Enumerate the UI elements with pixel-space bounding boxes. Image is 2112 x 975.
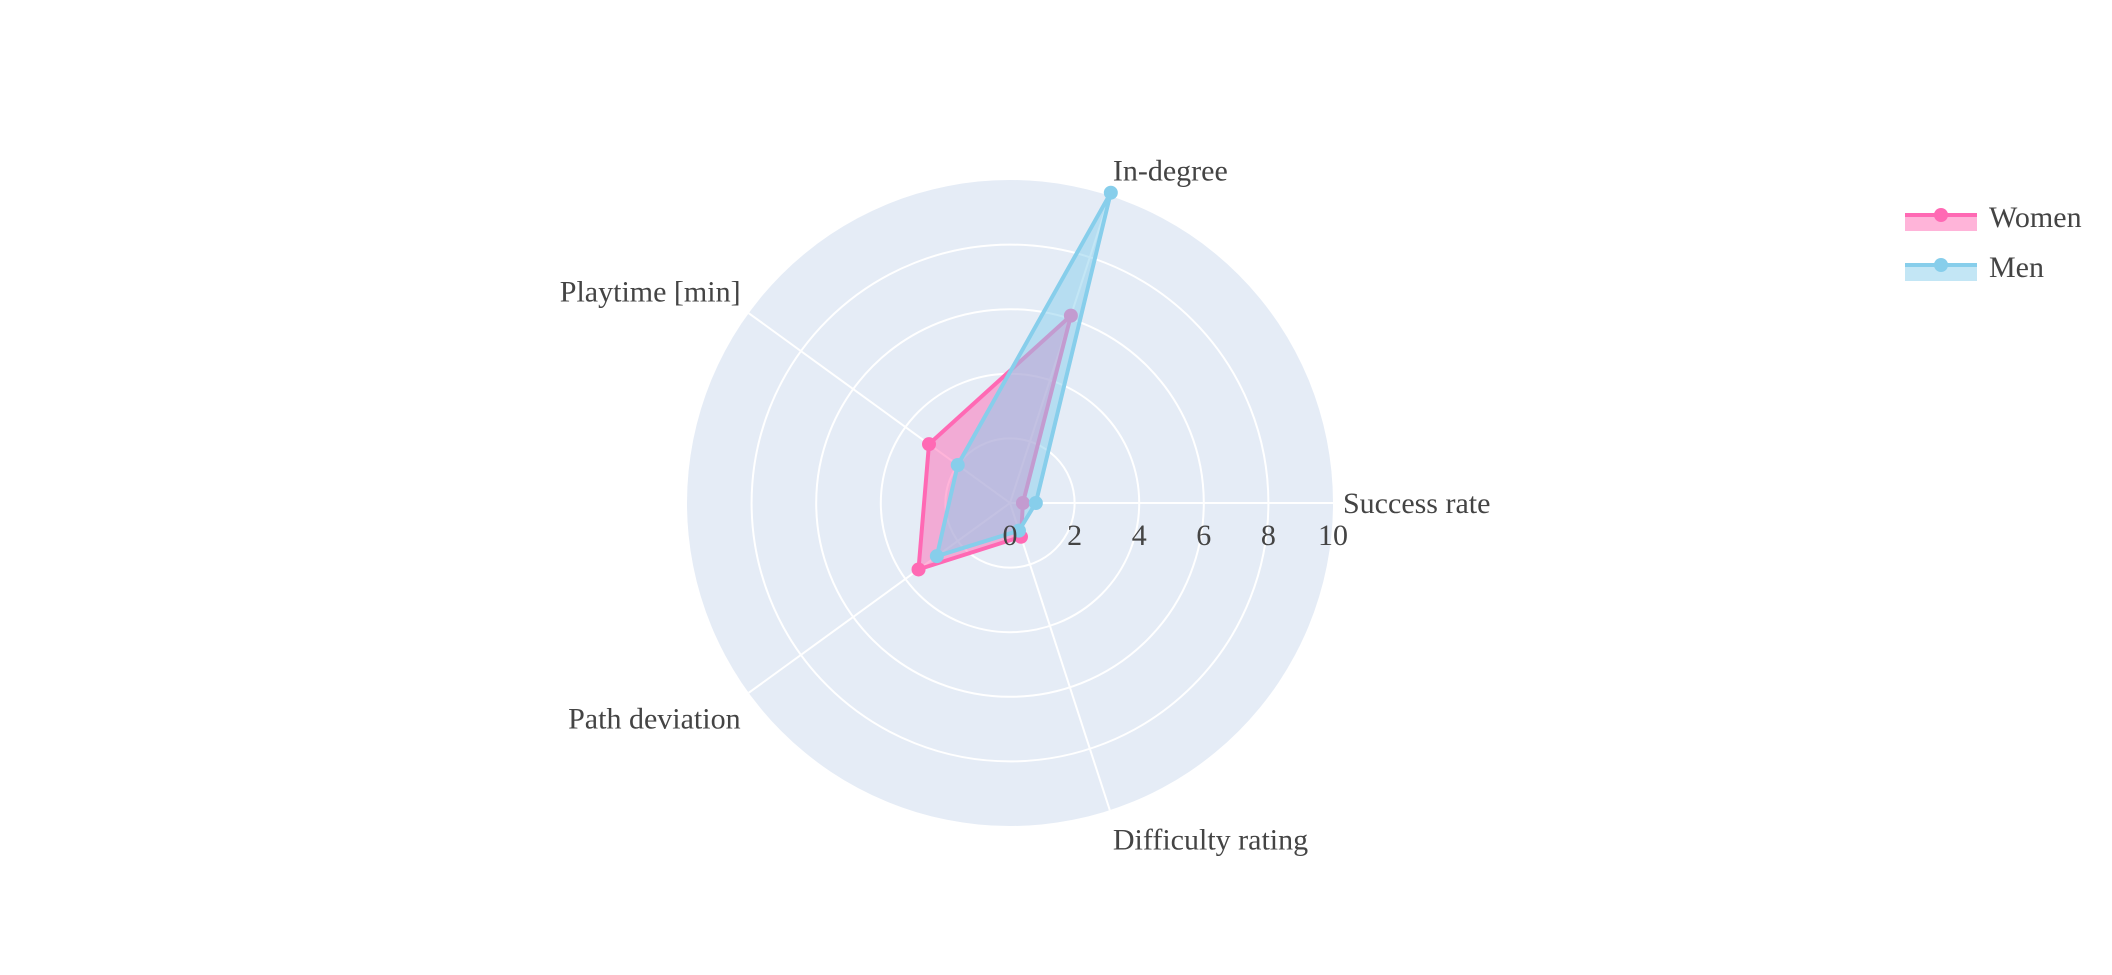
axis-spoke-difficulty-rating bbox=[1009, 502, 1111, 811]
legend-label-men: Men bbox=[1989, 251, 2044, 284]
legend-item-men[interactable]: Men bbox=[1905, 251, 2044, 284]
legend-swatch-fill-women bbox=[1905, 215, 1977, 231]
radial-tick-label: 6 bbox=[1196, 519, 1211, 552]
axis-label-success-rate: Success rate bbox=[1343, 487, 1490, 520]
legend-label-women: Women bbox=[1989, 201, 2082, 234]
radial-tick-label: 8 bbox=[1261, 519, 1276, 552]
data-point-men-playtime-min bbox=[950, 458, 965, 473]
legend-swatch-fill-men bbox=[1905, 265, 1977, 281]
series-men bbox=[929, 185, 1118, 564]
axis-label-path-deviation: Path deviation bbox=[568, 703, 740, 736]
radial-tick-label: 4 bbox=[1132, 519, 1147, 552]
radial-tick-label: 0 bbox=[1003, 519, 1018, 552]
legend-item-women[interactable]: Women bbox=[1905, 201, 2082, 234]
legend-swatch-marker-women bbox=[1934, 208, 1948, 222]
axis-label-difficulty-rating: Difficulty rating bbox=[1113, 824, 1308, 857]
data-point-men-difficulty-rating bbox=[1011, 523, 1026, 538]
data-point-women-path-deviation bbox=[911, 562, 926, 577]
data-point-men-path-deviation bbox=[929, 549, 944, 564]
series-fill-men bbox=[936, 192, 1111, 557]
legend-swatch-marker-men bbox=[1934, 258, 1948, 272]
data-point-women-playtime-min bbox=[921, 437, 936, 452]
radial-tick-layer: 0 2 4 6 8 10 bbox=[1003, 519, 1349, 552]
data-point-men-in-degree bbox=[1103, 185, 1118, 200]
radial-tick-label: 2 bbox=[1067, 519, 1082, 552]
axis-label-layer: Success rate In-degree Playtime [min] Path … bbox=[560, 154, 1491, 856]
series-layer bbox=[911, 185, 1118, 577]
radial-tick-label: 10 bbox=[1318, 519, 1348, 552]
data-point-men-success-rate bbox=[1028, 496, 1043, 510]
legend[interactable]: Women Men bbox=[1905, 201, 2082, 284]
axis-label-playtime-min: Playtime [min] bbox=[560, 275, 741, 308]
axis-label-in-degree: In-degree bbox=[1113, 154, 1228, 187]
